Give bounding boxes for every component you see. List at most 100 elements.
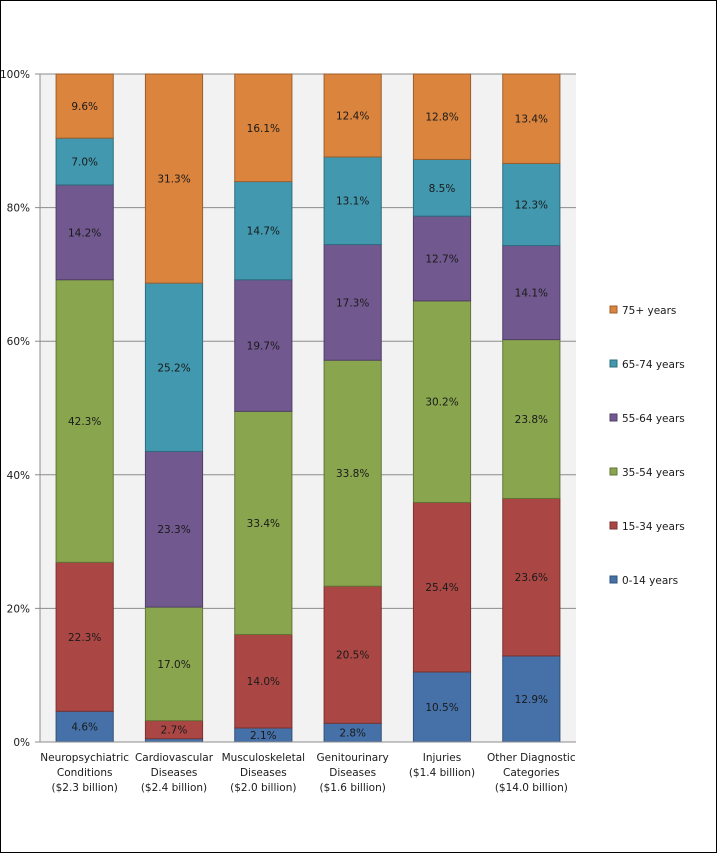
data-label: 10.5% (425, 702, 458, 714)
bar-segment (323, 244, 382, 361)
x-tick-label: Neuropsychiatric Conditions ($2.3 billion) (40, 752, 129, 794)
bar-segment (55, 561, 114, 712)
x-tick-label-line: Diseases (329, 767, 376, 779)
x-tick-label: Genitourinary Diseases ($1.6 billion) (317, 752, 389, 794)
x-axis: Neuropsychiatric Conditions ($2.3 billion)… (35, 741, 576, 794)
data-label: 12.9% (515, 694, 548, 706)
bar-segment (412, 300, 472, 503)
data-label: 23.8% (515, 414, 548, 426)
bar-segment (55, 184, 114, 281)
data-label: 14.7% (247, 226, 280, 238)
bar-segment (412, 215, 472, 302)
bar-segment (323, 359, 382, 587)
bar-segment (412, 671, 472, 743)
data-label: 13.1% (336, 196, 369, 208)
x-tick-label-line: Injuries (423, 752, 462, 764)
legend-item: 15-34 years (609, 521, 685, 533)
bar-segment (234, 633, 293, 729)
x-tick-label-line: Diseases (240, 767, 287, 779)
data-label: 12.3% (515, 199, 548, 211)
bar-segment (323, 73, 382, 158)
legend-label: 75+ years (622, 305, 676, 317)
data-label: 9.6% (71, 101, 98, 113)
legend-item: 0-14 years (609, 575, 678, 587)
data-label: 25.2% (157, 362, 190, 374)
data-label: 12.4% (336, 110, 369, 122)
data-label: 30.2% (425, 397, 458, 409)
bar-segment (144, 282, 204, 452)
legend-swatch (609, 413, 618, 422)
x-tick-label-line: Cardiovascular (135, 752, 214, 764)
bar-segment (412, 501, 472, 673)
data-label: 2.8% (339, 728, 366, 740)
bar-segment (144, 450, 204, 608)
legend-swatch (609, 359, 618, 368)
data-label: 12.7% (425, 254, 458, 266)
data-label: 42.3% (68, 416, 101, 428)
bar-segment (234, 73, 293, 183)
data-label: 17.0% (157, 659, 190, 671)
y-tick-label: 80% (7, 203, 30, 215)
bar-segment (502, 245, 561, 341)
legend-swatch (609, 575, 618, 584)
bar-segment (323, 585, 382, 724)
y-tick-label: 60% (7, 336, 30, 348)
bars (55, 73, 561, 743)
data-label: 7.0% (71, 157, 98, 169)
data-label: 23.3% (157, 524, 190, 536)
data-label: 33.8% (336, 468, 369, 480)
legend-label: 65-74 years (622, 359, 685, 371)
legend: 75+ years 65-74 years 55-64 years 35-54 yea… (609, 305, 685, 587)
data-label: 20.5% (336, 650, 369, 662)
data-labels: 4.6% 22.3% 42.3% 14.2% 7.0% 9.6% 2.7% 17.0% 23.3… (68, 101, 548, 742)
bar-segment (502, 162, 561, 247)
x-tick-label-line: Musculoskeletal (222, 752, 305, 764)
plot-area (40, 74, 576, 742)
x-tick-label: Other Diagnostic Categories ($14.0 billion… (487, 752, 576, 794)
x-tick-label-line: Genitourinary (317, 752, 389, 764)
bar-segment (55, 710, 114, 743)
data-label: 19.7% (247, 341, 280, 353)
data-label: 4.6% (71, 722, 98, 734)
data-label: 8.5% (429, 183, 456, 195)
x-tick-label-line: ($1.4 billion) (409, 767, 475, 779)
data-label: 14.1% (515, 288, 548, 300)
x-tick-label: Cardiovascular Diseases ($2.4 billion) (135, 752, 214, 794)
data-label: 31.3% (157, 174, 190, 186)
legend-item: 55-64 years (609, 413, 685, 425)
bar-segment (502, 73, 561, 164)
data-label: 2.1% (250, 730, 277, 742)
data-label: 33.4% (247, 518, 280, 530)
bar-segment (55, 279, 114, 563)
legend-item: 65-74 years (609, 359, 685, 371)
x-tick-label-line: Other Diagnostic (487, 752, 576, 764)
data-label: 14.2% (68, 227, 101, 239)
data-label: 17.3% (336, 297, 369, 309)
bar-segment (412, 158, 472, 217)
legend-item: 75+ years (609, 305, 676, 317)
bar-segment (234, 279, 293, 412)
x-tick-label-line: ($2.4 billion) (141, 782, 207, 794)
legend-label: 0-14 years (622, 575, 678, 587)
x-tick-label: Musculoskeletal Diseases ($2.0 billion) (222, 752, 305, 794)
legend-label: 15-34 years (622, 521, 685, 533)
x-tick-label-line: Conditions (57, 767, 113, 779)
legend-swatch (609, 467, 618, 476)
x-tick-label-line: Categories (503, 767, 560, 779)
data-label: 13.4% (515, 114, 548, 126)
x-tick-label: Injuries ($1.4 billion) (409, 752, 475, 779)
data-label: 22.3% (68, 632, 101, 644)
x-tick-label-line: ($2.3 billion) (52, 782, 118, 794)
x-tick-label-line: Neuropsychiatric (40, 752, 129, 764)
y-tick-label: 40% (7, 470, 30, 482)
x-tick-label-line: Diseases (151, 767, 198, 779)
x-tick-label-line: ($14.0 billion) (495, 782, 568, 794)
data-label: 14.0% (247, 676, 280, 688)
data-label: 25.4% (425, 582, 458, 594)
y-axis: 0% 20% 40% 60% 80% 100% (0, 69, 41, 749)
bar-segment (412, 73, 472, 160)
legend-swatch (609, 521, 618, 530)
bar-segment (144, 738, 204, 743)
x-tick-label-line: ($1.6 billion) (320, 782, 386, 794)
data-label: 16.1% (247, 123, 280, 135)
